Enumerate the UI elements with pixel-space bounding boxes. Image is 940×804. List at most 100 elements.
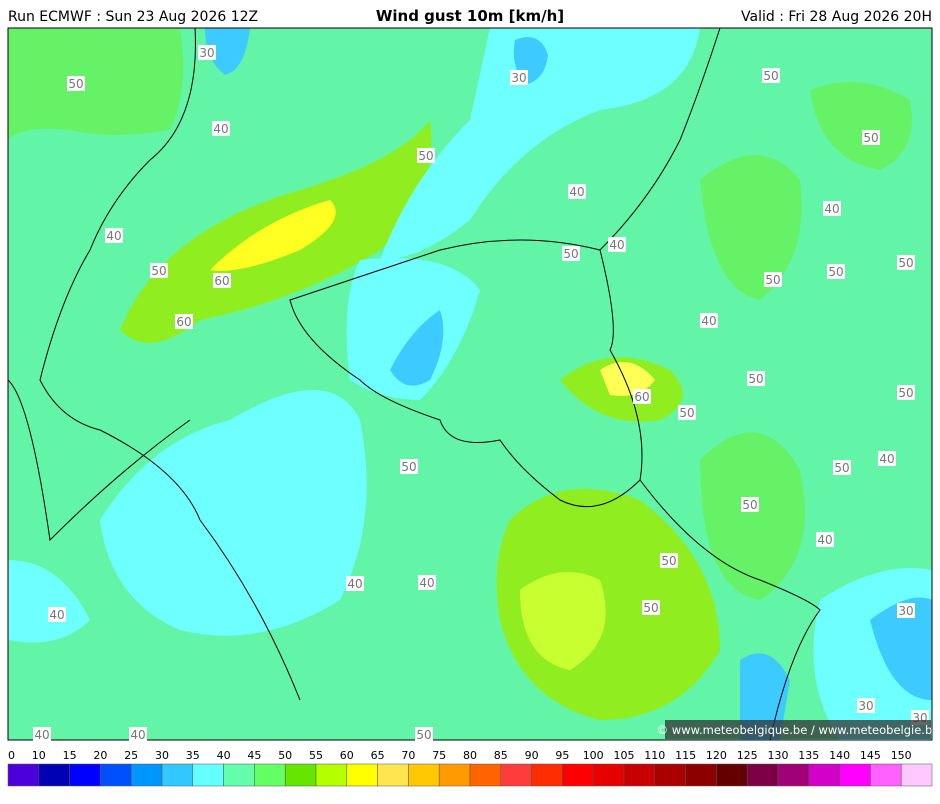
contour-label-bg xyxy=(105,228,123,243)
colorbar-swatch xyxy=(746,763,779,787)
contour-label-bg xyxy=(212,121,230,136)
contour-label: 30 xyxy=(511,71,526,85)
colorbar-label: 55 xyxy=(309,749,323,762)
contour-label-bg xyxy=(897,603,915,618)
colorbar-swatch xyxy=(562,763,594,787)
colorbar-label: 90 xyxy=(525,749,539,762)
contour-label-bg xyxy=(608,237,626,252)
contour-label: 50 xyxy=(828,265,843,279)
colorbar-swatch xyxy=(685,763,717,787)
colorbar-swatch xyxy=(7,763,40,787)
contour-label-bg xyxy=(67,76,85,91)
colorbar-label: 130 xyxy=(768,749,789,762)
contour-label-bg xyxy=(150,263,168,278)
colorbar-swatch xyxy=(69,763,101,787)
contour-label-bg xyxy=(827,264,845,279)
colorbar-label: 15 xyxy=(63,749,77,762)
colorbar-swatch xyxy=(223,763,255,787)
contour-label-bg xyxy=(400,459,418,474)
colorbar-label: 105 xyxy=(614,749,635,762)
contour-label: 50 xyxy=(418,149,433,163)
colorbar-swatch xyxy=(531,763,563,787)
contour-label: 40 xyxy=(49,608,64,622)
contour-label-bg xyxy=(33,727,51,742)
contour-label: 40 xyxy=(824,202,839,216)
contour-label-bg xyxy=(198,45,216,60)
contour-label: 30 xyxy=(858,699,873,713)
colorbar-label: 85 xyxy=(494,749,508,762)
contour-label: 50 xyxy=(151,264,166,278)
colorbar-swatch xyxy=(870,763,902,787)
colorbar-swatch xyxy=(254,763,286,787)
contour-label: 40 xyxy=(879,452,894,466)
colorbar-swatch xyxy=(346,763,378,787)
colorbar-swatch xyxy=(38,763,70,787)
colorbar-swatch xyxy=(377,763,409,787)
colorbar-swatch xyxy=(161,763,194,787)
colorbar-label: 35 xyxy=(186,749,200,762)
contour-label: 50 xyxy=(643,601,658,615)
colorbar-label: 10 xyxy=(32,749,46,762)
colorbar-label: 120 xyxy=(706,749,727,762)
colorbar-label: 100 xyxy=(583,749,604,762)
colorbar-swatch xyxy=(592,763,625,787)
map-title: Wind gust 10m [km/h] xyxy=(376,7,564,25)
colorbar-label: 150 xyxy=(891,749,912,762)
colorbar-swatch xyxy=(438,763,471,787)
colorbar-swatch xyxy=(623,763,656,787)
contour-label-bg xyxy=(764,272,782,287)
credit-box xyxy=(665,720,931,739)
contour-label-bg xyxy=(747,371,765,386)
contour-label-bg xyxy=(897,255,915,270)
colorbar-label: 125 xyxy=(737,749,758,762)
colorbar-label: 45 xyxy=(247,749,261,762)
colorbar-swatch xyxy=(900,763,933,787)
colorbar-label: 25 xyxy=(124,749,138,762)
contour-label-bg xyxy=(878,451,896,466)
colorbar-label: 30 xyxy=(155,749,169,762)
colorbar-swatch xyxy=(654,763,686,787)
colorbar-swatch xyxy=(716,763,748,787)
contour-label: 50 xyxy=(834,461,849,475)
contour-label-bg xyxy=(48,607,66,622)
colorbar-label: 40 xyxy=(217,749,231,762)
contour-label-bg xyxy=(129,727,147,742)
colorbar-swatch xyxy=(808,763,840,787)
colorbar-label: 60 xyxy=(340,749,354,762)
colorbar-label: 110 xyxy=(644,749,665,762)
colorbar-label: 20 xyxy=(93,749,107,762)
contour-label: 40 xyxy=(213,122,228,136)
contour-label-bg xyxy=(700,313,718,328)
contour-label: 40 xyxy=(609,238,624,252)
contour-label: 60 xyxy=(634,390,649,404)
map xyxy=(7,27,933,741)
colorbar-label: 50 xyxy=(278,749,292,762)
contour-label-bg xyxy=(816,532,834,547)
colorbar-label: 65 xyxy=(371,749,385,762)
colorbar-label: 95 xyxy=(555,749,569,762)
colorbar-label: 70 xyxy=(401,749,415,762)
colorbar-label: 0 xyxy=(8,749,15,762)
contour-label: 40 xyxy=(347,577,362,591)
contour-label: 40 xyxy=(106,229,121,243)
contour-label: 40 xyxy=(34,728,49,742)
contour-label: 50 xyxy=(679,406,694,420)
contour-label-bg xyxy=(415,727,433,742)
valid-info: Valid : Fri 28 Aug 2026 20H xyxy=(741,9,932,25)
colorbar-swatch xyxy=(500,763,532,787)
contour-label-bg xyxy=(897,385,915,400)
contour-label: 40 xyxy=(419,576,434,590)
contour-label: 50 xyxy=(742,498,757,512)
contour-label-bg xyxy=(678,405,696,420)
colorbar-label: 115 xyxy=(675,749,696,762)
contour-label: 50 xyxy=(416,728,431,742)
contour-label-bg xyxy=(562,246,580,261)
contour-label: 30 xyxy=(898,604,913,618)
colorbar-label: 80 xyxy=(463,749,477,762)
contour-label: 50 xyxy=(863,131,878,145)
contour-labels: 30 50 30 50 40 50 50 40 40 40 40 50 50 60 50 50 50 60 40 50… xyxy=(33,45,929,742)
colorbar-swatch xyxy=(100,763,132,787)
contour-label: 40 xyxy=(569,185,584,199)
colorbar-swatch xyxy=(469,763,502,787)
